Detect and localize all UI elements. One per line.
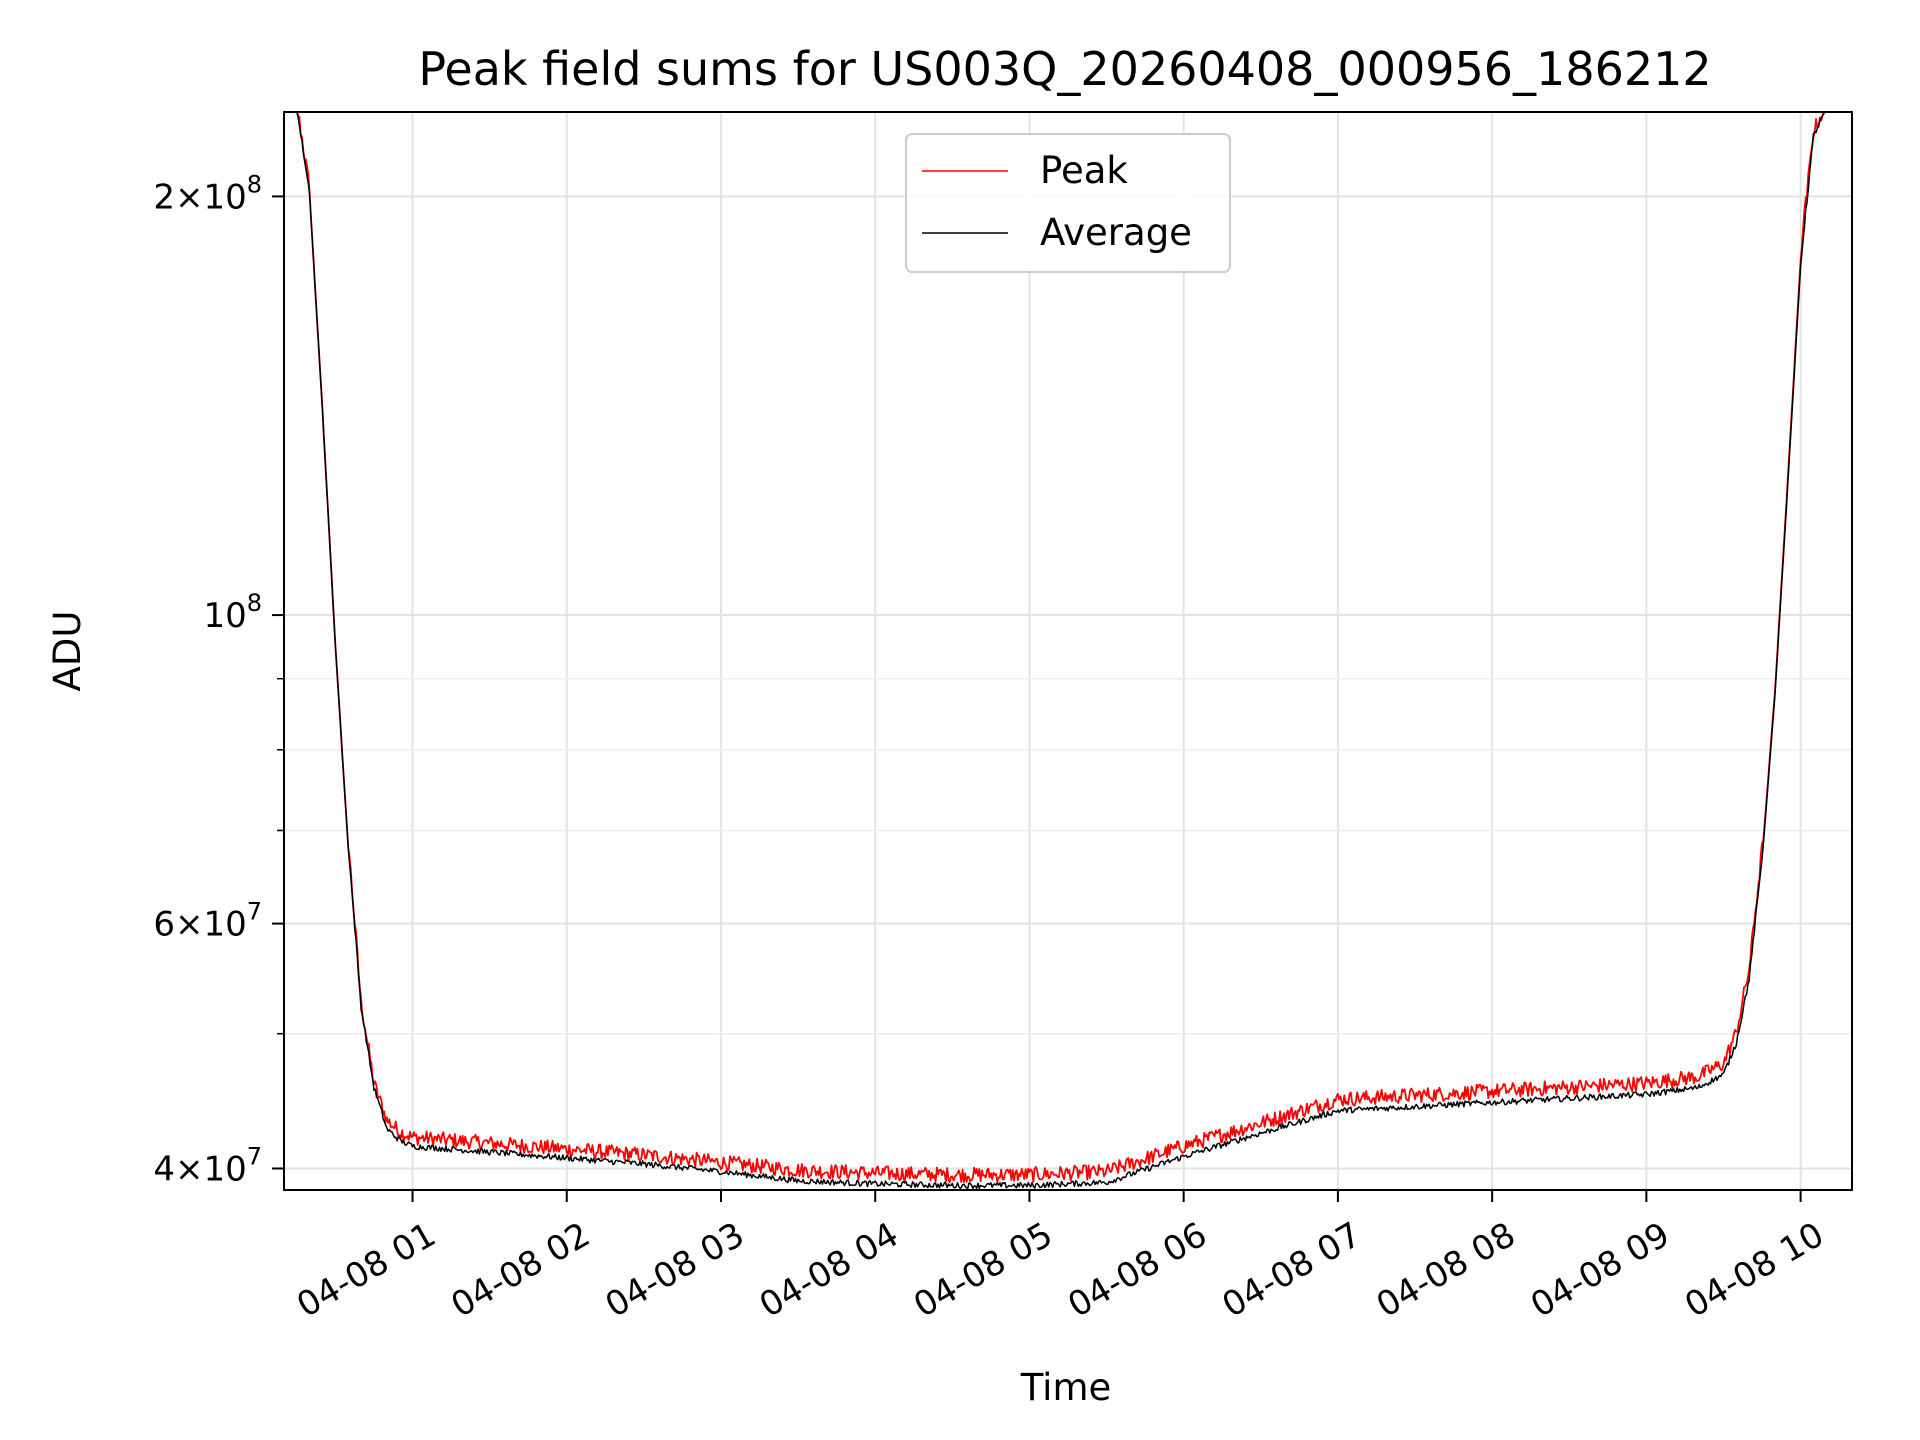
y-tick-ten: 10 — [203, 177, 246, 217]
y-tick-exponent: 7 — [247, 898, 262, 926]
y-tick-exponent: 7 — [247, 1142, 262, 1170]
legend: Peak Average — [905, 133, 1231, 273]
y-tick-times: × — [175, 1149, 204, 1189]
y-tick-ten: 10 — [203, 905, 246, 945]
y-tick-exponent: 8 — [247, 170, 262, 198]
y-tick-ten: 10 — [203, 1149, 246, 1189]
x-axis-label: Time — [1020, 1366, 1112, 1409]
series-line-average — [284, 111, 1852, 1190]
y-tick-label: 2×108 — [153, 170, 262, 217]
y-tick-ten: 10 — [203, 596, 246, 636]
legend-label-average: Average — [1040, 211, 1192, 254]
y-tick-base: 6 — [153, 905, 175, 945]
series-layer — [284, 111, 1852, 1190]
legend-label-peak: Peak — [1040, 149, 1128, 192]
y-tick-label: 6×107 — [153, 898, 262, 945]
y-tick-label: 108 — [203, 589, 262, 636]
legend-box — [905, 133, 1231, 273]
plot-frame — [283, 111, 1853, 1191]
chart-title: Peak field sums for US003Q_20260408_0009… — [418, 42, 1711, 96]
y-tick-times: × — [175, 905, 204, 945]
y-tick-exponent: 8 — [247, 589, 262, 617]
y-tick-times: × — [175, 177, 204, 217]
y-axis-label: ADU — [46, 611, 89, 692]
series-line-peak — [284, 111, 1852, 1183]
y-tick-base: 4 — [153, 1149, 175, 1189]
y-tick-base: 2 — [153, 177, 175, 217]
y-tick-label: 4×107 — [153, 1142, 262, 1189]
